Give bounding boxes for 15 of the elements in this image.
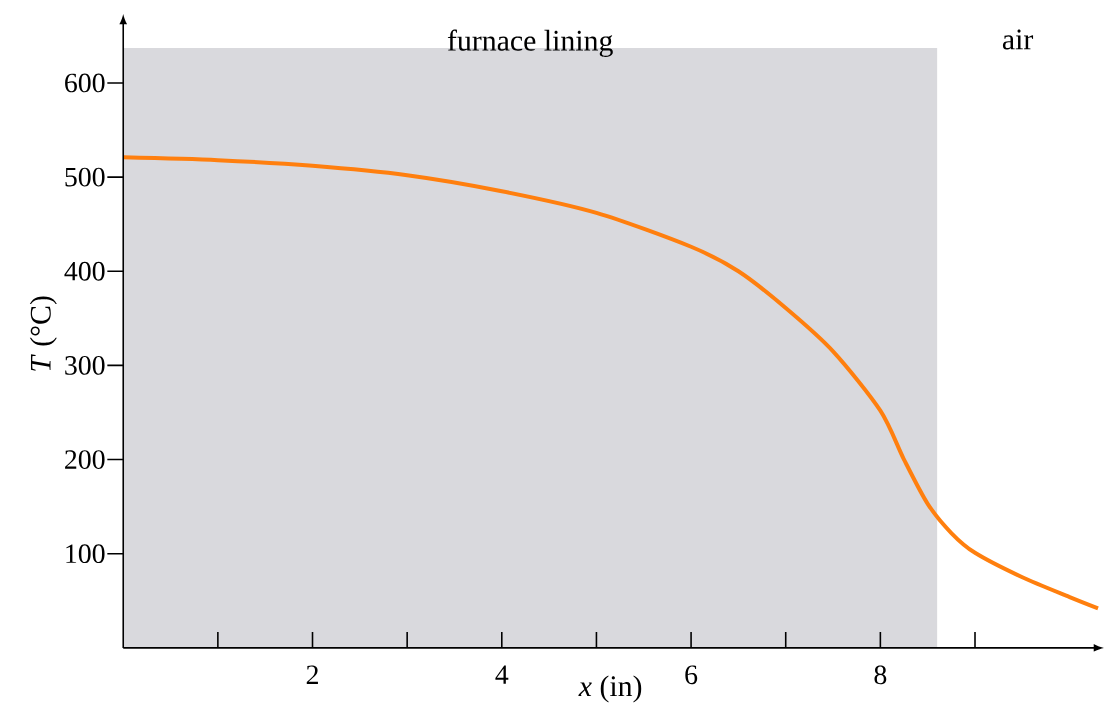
y-tick-label: 400 (64, 261, 105, 281)
x-tick-label: 8 (874, 665, 887, 685)
y-axis-title: T (°C) (29, 296, 57, 371)
band-label: furnace lining (447, 29, 613, 57)
line-series (121, 155, 1101, 611)
x-tick-label: 4 (495, 665, 509, 684)
y-tick-label: 200 (65, 449, 105, 469)
y-tick-label: 300 (65, 355, 105, 375)
x-tick-label: 2 (306, 665, 318, 684)
y-tick-label: 100 (66, 544, 105, 563)
y-tick-label: 600 (65, 73, 105, 93)
x-axis-title: x (in) (578, 675, 642, 703)
annotation: air (1002, 29, 1034, 50)
y-tick-label: 500 (65, 167, 105, 187)
x-tick-label: 6 (685, 665, 698, 684)
